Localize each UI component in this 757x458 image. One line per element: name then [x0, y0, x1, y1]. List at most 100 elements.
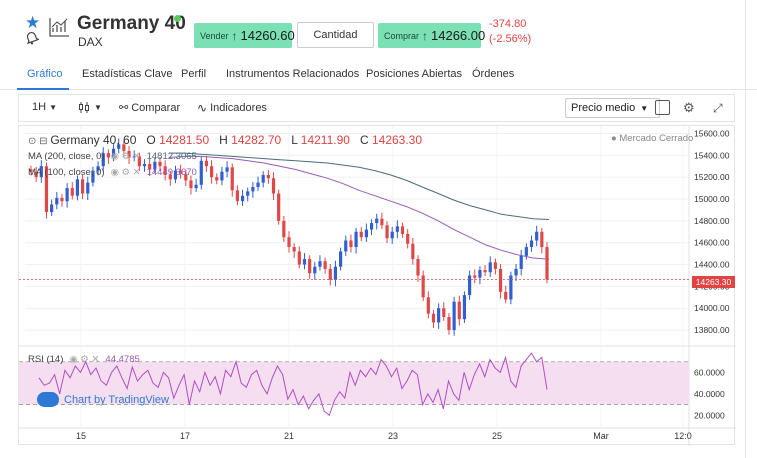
- candle-body: [34, 171, 38, 178]
- arrow-up-icon: ↑: [231, 28, 238, 43]
- expand-icon[interactable]: ⤢: [713, 101, 723, 115]
- candle-body: [81, 179, 85, 194]
- tab-instrumentos[interactable]: Instrumentos Relacionados: [226, 68, 360, 80]
- candle-body: [86, 182, 90, 194]
- candle-body: [457, 301, 461, 320]
- ma200-legend: MA (200, close, 0) ◉ ⚙ ✕ 14812.3065: [28, 151, 197, 162]
- rsi-label: RSI (14): [28, 354, 64, 365]
- buy-button[interactable]: Comprar ↑ 14266.00: [378, 23, 485, 48]
- collapse-icon[interactable]: ⊙ ⊟: [28, 136, 51, 147]
- instrument-title: Germany 40: [77, 13, 186, 34]
- sell-button[interactable]: Vender ↑ 14260.60: [194, 23, 295, 48]
- candle-body: [514, 268, 518, 276]
- candle-body: [215, 177, 219, 181]
- quantity-field[interactable]: Cantidad: [297, 22, 374, 48]
- tab-ordenes[interactable]: Órdenes: [472, 68, 515, 80]
- candle-body: [488, 262, 492, 273]
- ohlc-legend: ⊙ ⊟ Germany 40, 60 O 14281.50 H 14282.70…: [28, 133, 422, 147]
- candle-body: [246, 191, 250, 196]
- candle-body: [256, 182, 260, 187]
- market-status-dot: [174, 15, 181, 22]
- candle-body: [375, 218, 379, 224]
- chart-area[interactable]: 15600.00 15400.00 15200.00 15000.00 14800.00…: [18, 125, 736, 446]
- star-icon[interactable]: ★: [25, 13, 41, 32]
- tab-posiciones[interactable]: Posiciones Abiertas: [366, 68, 462, 80]
- candle-body: [380, 218, 384, 226]
- market-status-label: ● Mercado Cerrado: [611, 133, 694, 144]
- page-divider: [745, 0, 746, 458]
- ma200-line: [169, 152, 550, 220]
- candle-body: [65, 188, 69, 202]
- compare-icon: ⚯: [119, 102, 129, 114]
- tab-grafico[interactable]: Gráfico: [27, 68, 63, 80]
- change-percent: (-2.56%): [489, 33, 532, 45]
- candle-body: [297, 251, 301, 265]
- x-tick-label: 12:0: [674, 431, 692, 441]
- candle-body: [426, 297, 430, 314]
- ma100-value: 14449.3670: [146, 167, 197, 178]
- candle-body: [204, 160, 209, 167]
- ma200-label: MA (200, close, 0): [28, 151, 105, 162]
- candle-body: [55, 197, 59, 205]
- tab-bar: Gráfico Estadísticas Clave Perfil Instru…: [0, 60, 757, 90]
- open-label: O: [146, 133, 156, 147]
- gear-icon[interactable]: ⚙: [683, 100, 695, 115]
- price-type-dropdown[interactable]: Precio medio ▼: [565, 98, 660, 118]
- candle-body: [75, 179, 80, 196]
- candle-body: [364, 229, 368, 238]
- y-tick-label: 15600.00: [694, 128, 730, 138]
- legend-controls-icon[interactable]: ◉ ⚙ ✕: [110, 151, 141, 162]
- low-label: L: [291, 133, 298, 147]
- candle-body: [199, 160, 203, 185]
- bell-icon[interactable]: [25, 31, 39, 45]
- tradingview-watermark[interactable]: Chart by TradingView: [37, 392, 169, 407]
- candle-icon: [79, 102, 89, 113]
- candle-body: [349, 240, 353, 248]
- candle-body: [442, 308, 446, 317]
- last-price-tag: 14263.30: [692, 276, 735, 288]
- compare-button[interactable]: ⚯ Comparar: [119, 101, 180, 115]
- high-value: 14282.70: [231, 133, 282, 147]
- candle-body: [308, 259, 312, 274]
- indicators-button[interactable]: ∿ Indicadores: [197, 101, 267, 115]
- rsi-line: [38, 352, 548, 417]
- chart-type-dropdown[interactable]: ▼: [77, 101, 102, 114]
- candle-body: [400, 226, 405, 234]
- tab-estadisticas[interactable]: Estadísticas Clave: [82, 68, 173, 80]
- candle-body: [468, 275, 472, 296]
- fullscreen-box-icon[interactable]: [655, 100, 670, 115]
- candle-body: [395, 226, 399, 232]
- candle-body: [158, 161, 162, 167]
- chart-icon[interactable]: [48, 16, 70, 38]
- candle-body: [163, 166, 167, 175]
- high-label: H: [219, 133, 228, 147]
- candle-body: [44, 166, 49, 213]
- candle-body: [313, 266, 317, 274]
- candle-body: [462, 295, 467, 320]
- candle-body: [142, 164, 147, 167]
- close-value: 14263.30: [371, 133, 423, 147]
- candle-body: [153, 161, 157, 170]
- candle-body: [524, 247, 528, 256]
- candle-body: [271, 178, 276, 194]
- candle-body: [504, 291, 508, 300]
- candle-body: [535, 231, 539, 241]
- candle-body: [101, 153, 105, 167]
- indicators-label: Indicadores: [210, 102, 267, 114]
- candle-body: [220, 171, 224, 181]
- candle-body: [39, 166, 43, 178]
- candle-body: [473, 275, 477, 278]
- candle-body: [452, 301, 456, 331]
- x-tick-label: 21: [284, 431, 294, 441]
- candle-body: [50, 204, 54, 213]
- interval-dropdown[interactable]: 1H ▼: [32, 101, 57, 113]
- rsi-tick-label: 60.0000: [694, 367, 725, 377]
- candle-body: [277, 193, 281, 221]
- instrument-subtitle: DAX: [78, 35, 103, 49]
- low-value: 14211.90: [300, 133, 350, 147]
- candle-body: [369, 223, 374, 230]
- legend-controls-icon[interactable]: ◉ ⚙ ✕: [69, 354, 100, 365]
- legend-controls-icon[interactable]: ◉ ⚙ ✕: [110, 167, 141, 178]
- tab-perfil[interactable]: Perfil: [181, 68, 207, 80]
- symbol-text: Germany 40, 60: [50, 133, 137, 147]
